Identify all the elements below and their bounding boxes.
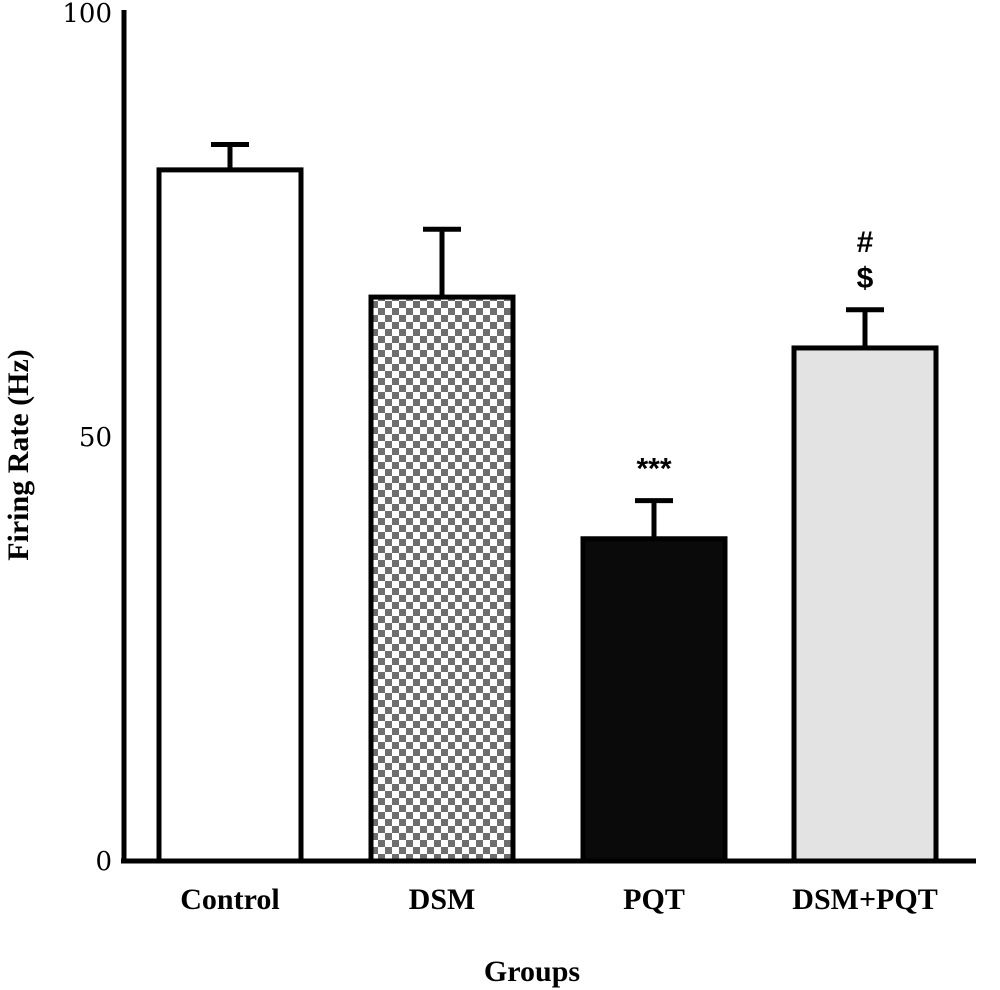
- bar-dsm: [368, 294, 516, 864]
- x-tick-label-dsm: DSM: [409, 883, 476, 916]
- bar-dsm-pqt: [791, 345, 939, 864]
- bar-control: [156, 167, 304, 864]
- bar-pqt: [580, 536, 728, 864]
- axes-layer: [121, 10, 976, 864]
- annotation-dsm-pqt-0: #: [857, 226, 874, 259]
- labels-layer: Control DSM PQT *** DSM+PQT #$0 50 100: [62, 0, 937, 916]
- annotation-dsm-pqt-1: $: [857, 262, 874, 295]
- x-tick-label-pqt: PQT: [623, 883, 685, 916]
- y-tick-label-50: 50: [79, 423, 112, 453]
- y-tick-label-100: 100: [62, 0, 112, 29]
- y-tick-label-0: 0: [95, 847, 112, 877]
- y-axis-title: Firing Rate (Hz): [2, 349, 35, 561]
- x-axis-title: Groups: [484, 955, 580, 988]
- x-tick-label-control: Control: [180, 883, 279, 916]
- annotation-pqt-0: ***: [636, 453, 671, 486]
- x-tick-label-dsm-pqt: DSM+PQT: [792, 883, 937, 916]
- bars-layer: [156, 141, 939, 864]
